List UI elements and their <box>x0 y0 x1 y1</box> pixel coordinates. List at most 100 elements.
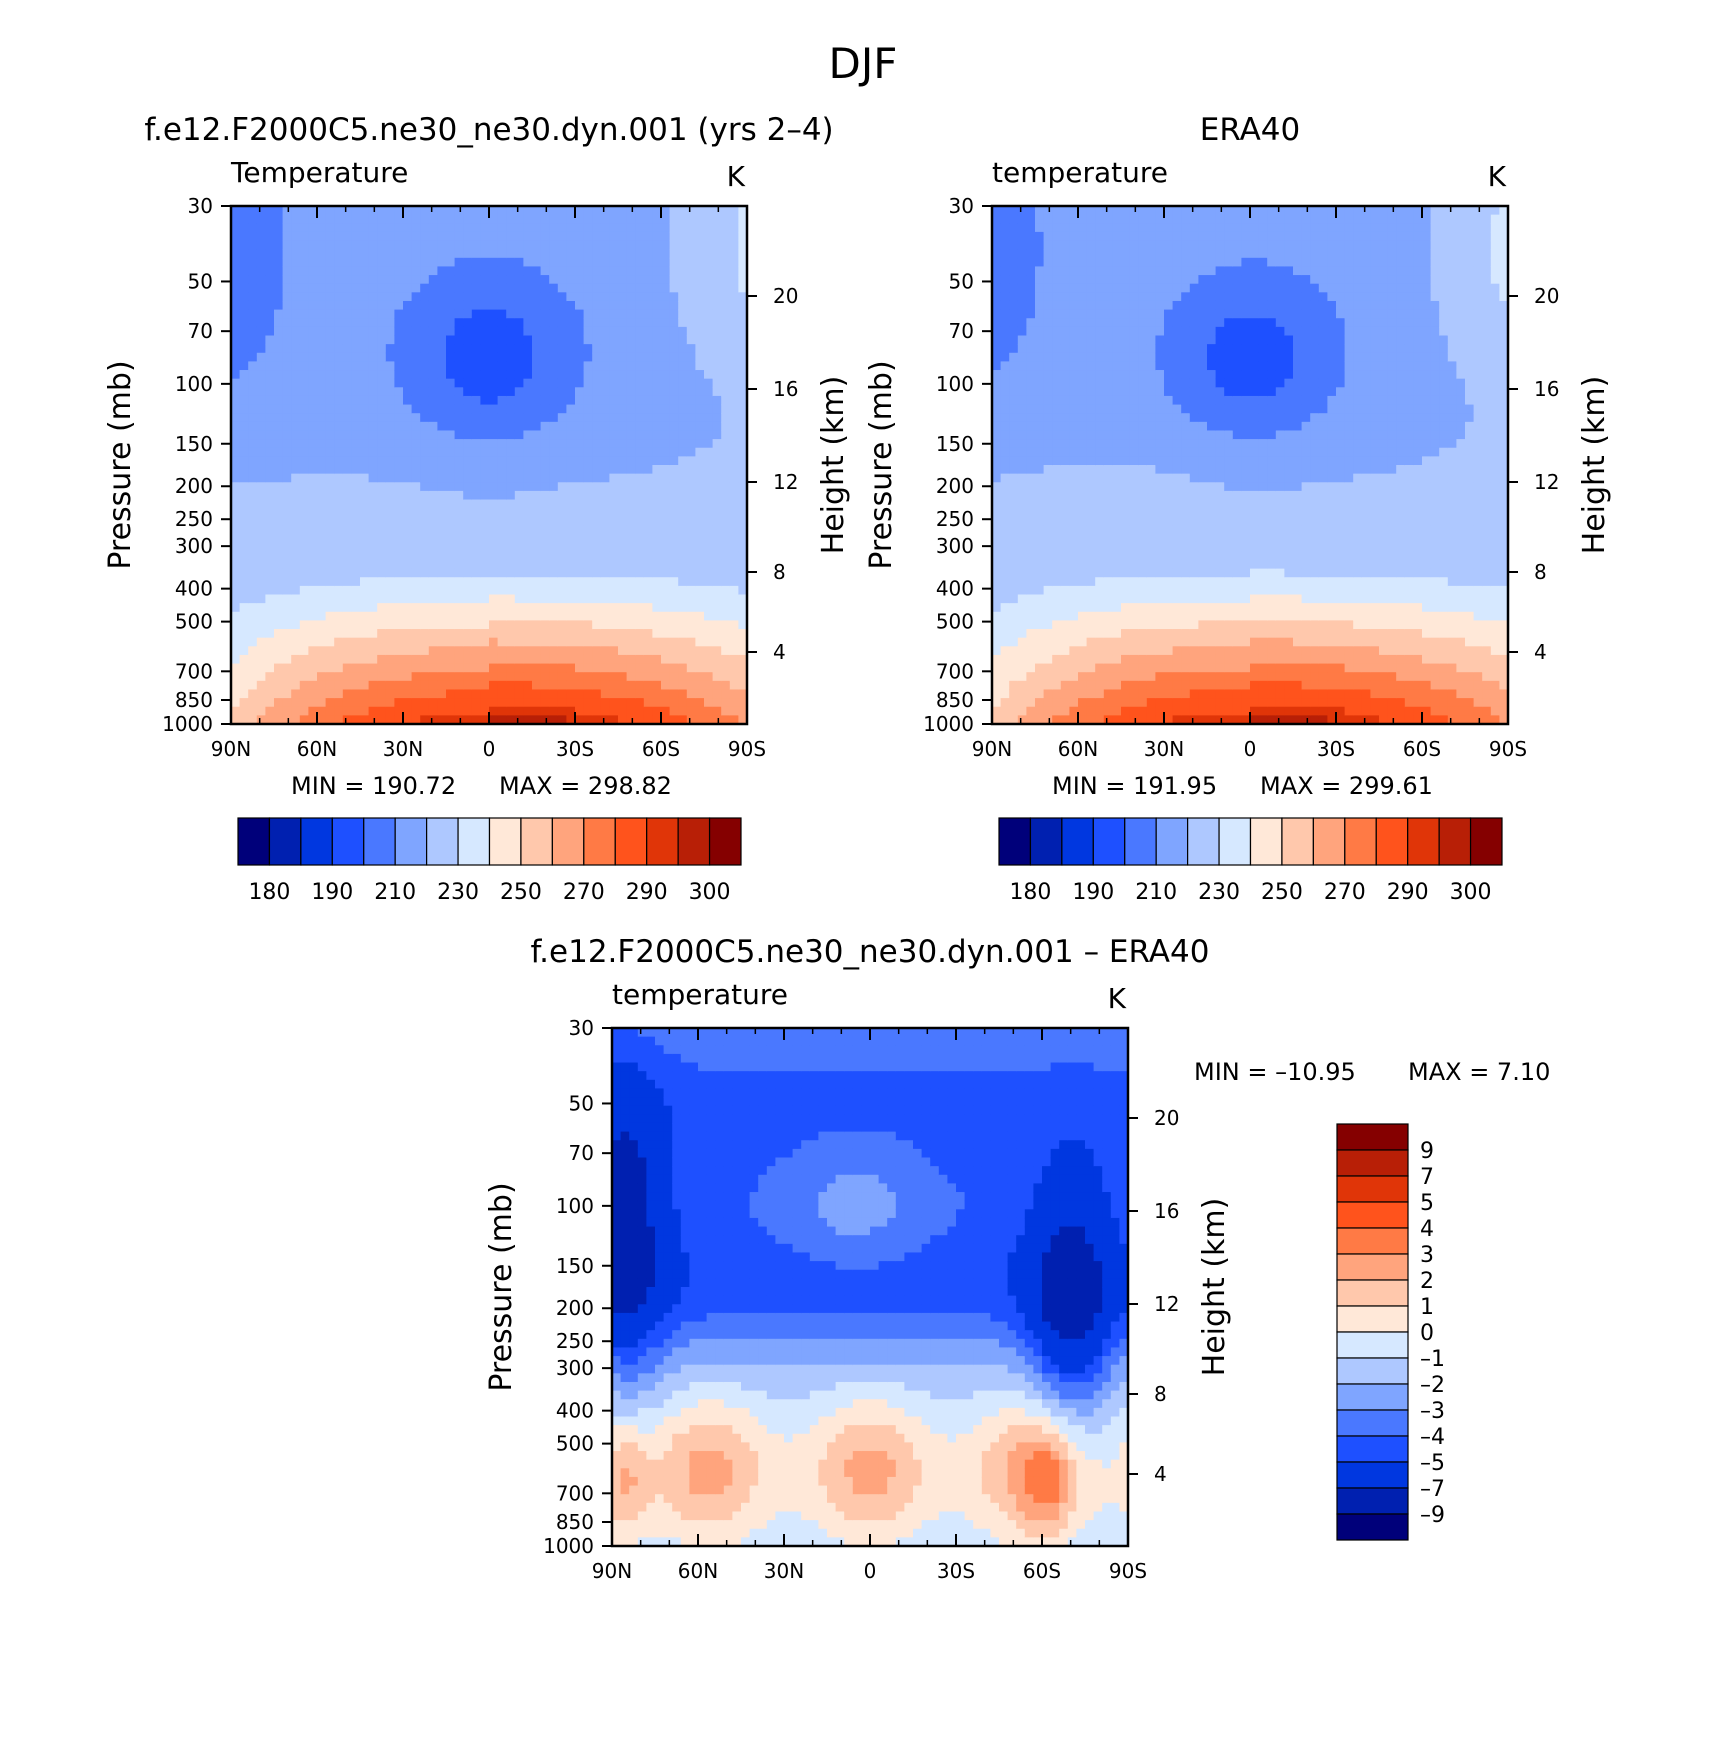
y-tick-label: 30 <box>188 194 213 218</box>
contour-cell <box>231 344 241 354</box>
contour-cell <box>566 551 576 561</box>
contour-cell <box>282 559 292 570</box>
contour-cell <box>385 447 395 457</box>
contour-cell <box>1017 490 1027 501</box>
contour-cell <box>299 715 309 725</box>
contour-cell <box>411 413 421 423</box>
contour-cell <box>454 646 464 656</box>
contour-cell <box>506 465 516 475</box>
contour-cell <box>497 663 507 673</box>
contour-cell <box>652 490 662 501</box>
contour-cell <box>1155 344 1165 354</box>
contour-cell <box>385 672 395 682</box>
contour-cell <box>1009 551 1019 561</box>
contour-cell <box>738 689 748 699</box>
contour-cell <box>1138 206 1148 216</box>
contour-cell <box>661 490 671 501</box>
contour-cell <box>1095 672 1105 682</box>
contour-cell <box>317 283 327 293</box>
contour-cell <box>480 585 490 596</box>
contour-cell <box>282 490 292 501</box>
contour-cell <box>446 249 456 259</box>
contour-cell <box>514 370 524 380</box>
contour-cell <box>437 335 447 345</box>
contour-cell <box>1069 439 1079 449</box>
contour-cell <box>1121 629 1131 639</box>
contour-cell <box>437 352 447 362</box>
contour-cell <box>1026 516 1036 527</box>
contour-cell <box>256 629 266 639</box>
contour-cell <box>446 240 456 250</box>
contour-cell <box>506 698 516 708</box>
contour-cell <box>317 715 327 725</box>
contour-cell <box>1069 223 1079 233</box>
contour-cell <box>334 559 344 570</box>
contour-cell <box>738 231 748 242</box>
contour-cell <box>471 292 481 302</box>
contour-cell <box>437 404 447 414</box>
contour-cell <box>248 266 258 276</box>
contour-cell <box>609 577 619 587</box>
contour-cell <box>669 508 679 518</box>
contour-cell <box>446 568 456 578</box>
contour-cell <box>514 568 524 578</box>
contour-cell <box>394 231 404 242</box>
contour-cell <box>1129 490 1139 501</box>
contour-cell <box>291 240 301 250</box>
figure-title: DJF <box>829 39 898 88</box>
contour-cell <box>1121 309 1131 319</box>
contour-cell <box>1000 404 1010 414</box>
contour-cell <box>1112 482 1122 492</box>
contour-cell <box>1164 620 1174 630</box>
contour-cell <box>239 663 249 673</box>
contour-cell <box>334 577 344 587</box>
contour-cell <box>600 387 610 397</box>
contour-cell <box>1000 257 1010 268</box>
contour-cell <box>583 559 593 570</box>
contour-cell <box>1138 611 1148 621</box>
y-tick-label: 250 <box>175 507 213 531</box>
contour-cell <box>1052 361 1062 371</box>
contour-cell <box>1164 629 1174 639</box>
contour-cell <box>411 206 421 216</box>
contour-cell <box>1052 378 1062 388</box>
contour-cell <box>575 534 585 544</box>
contour-cell <box>231 542 241 552</box>
contour-cell <box>618 629 628 639</box>
contour-cell <box>566 266 576 276</box>
contour-cell <box>626 214 636 224</box>
contour-cell <box>1026 447 1036 457</box>
y-right-tick-label: 4 <box>773 640 786 664</box>
contour-cell <box>239 318 249 328</box>
contour-cell <box>1060 508 1070 518</box>
contour-cell <box>738 637 748 647</box>
contour-cell <box>1164 283 1174 293</box>
contour-cell <box>497 473 507 483</box>
contour-cell <box>480 257 490 268</box>
contour-cell <box>489 620 499 630</box>
contour-cell <box>497 706 507 716</box>
contour-cell <box>377 344 387 354</box>
contour-cell <box>686 421 696 432</box>
contour-cell <box>523 508 533 518</box>
contour-cell <box>1000 326 1010 337</box>
contour-cell <box>291 637 301 647</box>
contour-cell <box>1078 577 1088 587</box>
contour-cell <box>1155 421 1165 432</box>
contour-cell <box>360 577 370 587</box>
contour-cell <box>351 585 361 596</box>
contour-cell <box>549 499 559 509</box>
contour-cell <box>1138 395 1148 406</box>
contour-cell <box>1009 223 1019 233</box>
contour-cell <box>497 603 507 613</box>
contour-cell <box>609 689 619 699</box>
contour-cell <box>1060 430 1070 440</box>
contour-cell <box>377 249 387 259</box>
contour-cell <box>609 249 619 259</box>
contour-cell <box>1052 706 1062 716</box>
contour-cell <box>1086 370 1096 380</box>
contour-cell <box>1060 585 1070 596</box>
contour-cell <box>592 689 602 699</box>
contour-cell <box>1026 542 1036 552</box>
contour-cell <box>239 672 249 682</box>
